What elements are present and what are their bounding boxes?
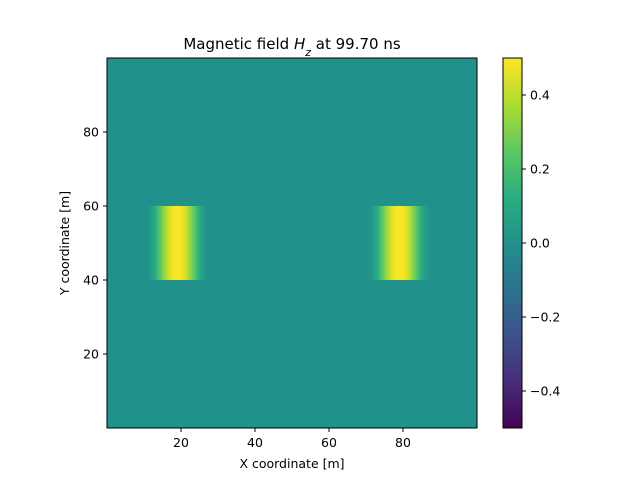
pulse-cell xyxy=(177,206,180,280)
pulse-cell xyxy=(164,206,167,280)
pulse-cell xyxy=(195,206,199,280)
pulse-cell xyxy=(371,206,374,280)
pulse-cell xyxy=(404,206,408,280)
pulse-cell xyxy=(375,206,378,280)
pulse-cell xyxy=(168,206,171,280)
y-tick-label: 60 xyxy=(83,199,99,214)
pulse-cell xyxy=(430,206,433,280)
pulse-cell xyxy=(190,206,193,280)
pulse-cell xyxy=(412,206,415,280)
pulse-cell xyxy=(397,206,400,280)
pulse-cell xyxy=(175,206,178,280)
pulse-cell xyxy=(366,206,369,280)
pulse-cell xyxy=(414,206,417,280)
pulse-cell xyxy=(421,206,424,280)
pulse-cell xyxy=(169,206,173,280)
field-pulse-2 xyxy=(366,206,433,280)
colorbar-tick-label: 0.2 xyxy=(530,162,550,177)
pulse-cell xyxy=(156,206,160,280)
pulse-cell xyxy=(155,206,158,280)
pulse-cell xyxy=(166,206,169,280)
pulse-cell xyxy=(388,206,391,280)
pulse-cell xyxy=(192,206,195,280)
pulse-cell xyxy=(401,206,404,280)
pulse-cell xyxy=(380,206,384,280)
plot-frame xyxy=(106,57,478,429)
pulse-cell xyxy=(428,206,432,280)
pulse-cell xyxy=(425,206,428,280)
pulse-cell xyxy=(373,206,376,280)
pulse-cell xyxy=(203,206,206,280)
y-axis-label: Y coordinate [m] xyxy=(57,191,72,296)
pulse-cell xyxy=(386,206,389,280)
pulse-cell xyxy=(179,206,182,280)
pulse-cell xyxy=(147,206,150,280)
pulse-cell xyxy=(382,206,385,280)
pulse-cell xyxy=(391,206,395,280)
y-axis: 20 40 60 80 xyxy=(83,125,107,362)
pulse-cell xyxy=(184,206,187,280)
pulse-cell xyxy=(208,206,211,280)
pulse-cell xyxy=(151,206,154,280)
x-tick-label: 40 xyxy=(247,435,263,450)
x-tick-label: 80 xyxy=(395,435,411,450)
colorbar-tick-label: −0.2 xyxy=(530,310,560,325)
colorbar-tick-label: −0.4 xyxy=(530,384,560,399)
colorbar-tick-label: 0.0 xyxy=(530,236,550,251)
pulse-cell xyxy=(193,206,197,280)
y-tick-label: 20 xyxy=(83,347,99,362)
pulse-cell xyxy=(395,206,398,280)
pulse-cell xyxy=(199,206,202,280)
pulse-cell xyxy=(160,206,163,280)
pulse-layer xyxy=(144,206,433,280)
field-pulse-1 xyxy=(144,206,211,280)
pulse-cell xyxy=(149,206,152,280)
pulse-cell xyxy=(205,206,208,280)
pulse-cell xyxy=(173,206,176,280)
colorbar-gradient xyxy=(502,57,523,429)
pulse-cell xyxy=(186,206,189,280)
pulse-cell xyxy=(197,206,200,280)
pulse-cell xyxy=(393,206,396,280)
colorbar-ticks: −0.4 −0.2 0.0 0.2 0.4 xyxy=(522,88,560,399)
pulse-cell xyxy=(188,206,191,280)
pulse-cell xyxy=(403,206,406,280)
pulse-cell xyxy=(390,206,393,280)
pulse-cell xyxy=(171,206,174,280)
y-tick-label: 80 xyxy=(83,125,99,140)
pulse-cell xyxy=(144,206,147,280)
y-tick-label: 40 xyxy=(83,273,99,288)
x-tick-label: 20 xyxy=(173,435,189,450)
pulse-cell xyxy=(410,206,413,280)
pulse-cell xyxy=(408,206,411,280)
pulse-cell xyxy=(367,206,371,280)
pulse-cell xyxy=(162,206,165,280)
pulse-cell xyxy=(206,206,210,280)
pulse-cell xyxy=(419,206,422,280)
pulse-cell xyxy=(201,206,204,280)
pulse-cell xyxy=(427,206,430,280)
x-axis: 20 40 60 80 xyxy=(173,428,411,450)
pulse-cell xyxy=(415,206,419,280)
pulse-cell xyxy=(377,206,380,280)
heatmap-plot-area: 20 40 60 80 20 40 60 80 xyxy=(83,57,478,450)
x-axis-label: X coordinate [m] xyxy=(239,456,344,471)
pulse-cell xyxy=(384,206,387,280)
pulse-cell xyxy=(378,206,382,280)
pulse-cell xyxy=(406,206,409,280)
colorbar-tick-label: 0.4 xyxy=(530,88,550,103)
pulse-cell xyxy=(145,206,149,280)
chart-title: Magnetic field Hz at 99.70 ns xyxy=(183,35,400,59)
pulse-cell xyxy=(153,206,156,280)
pulse-cell xyxy=(399,206,402,280)
pulse-cell xyxy=(158,206,162,280)
pulse-cell xyxy=(181,206,184,280)
pulse-cell xyxy=(423,206,426,280)
x-tick-label: 60 xyxy=(321,435,337,450)
pulse-cell xyxy=(182,206,186,280)
pulse-cell xyxy=(417,206,421,280)
colorbar: −0.4 −0.2 0.0 0.2 0.4 xyxy=(502,57,560,429)
pulse-cell xyxy=(369,206,372,280)
